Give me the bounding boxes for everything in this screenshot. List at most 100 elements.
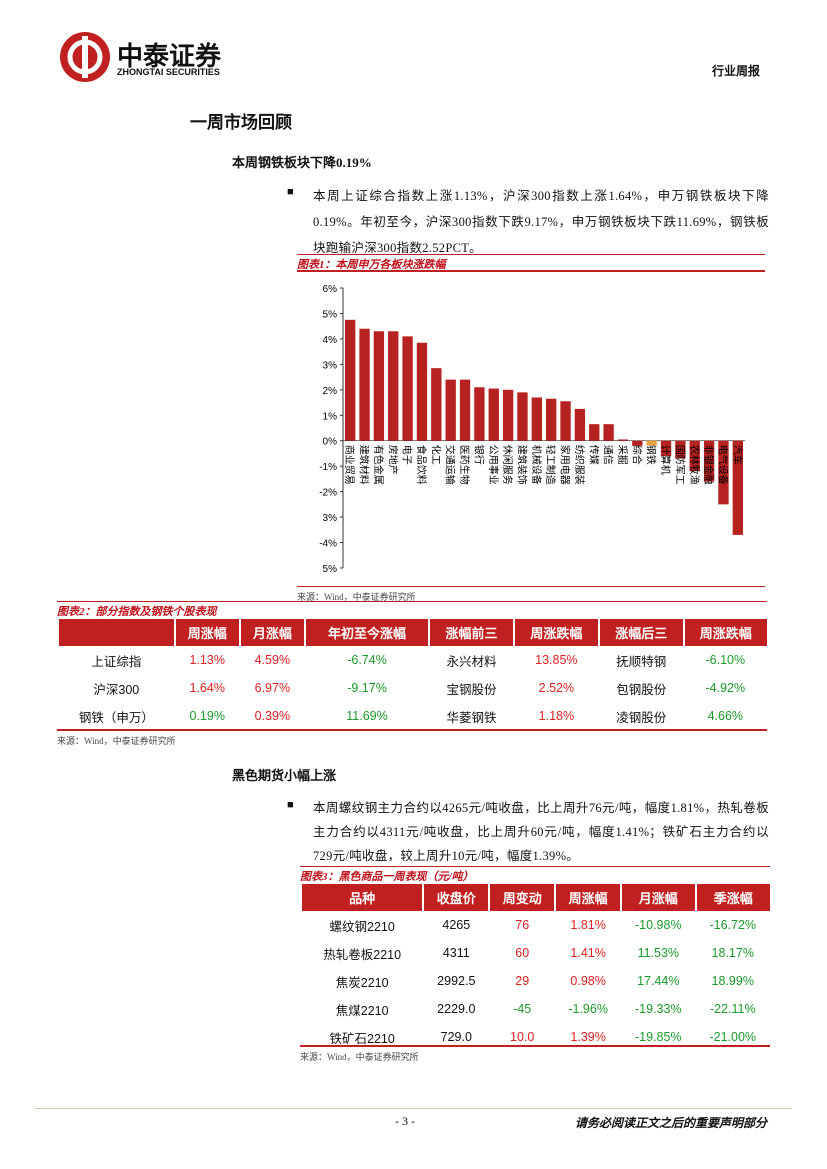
- logo: [60, 32, 110, 82]
- x-tick-label: 通信: [602, 445, 614, 465]
- cell: 焦炭2210: [335, 975, 389, 990]
- bar: [660, 440, 672, 456]
- cell: 13.85%: [535, 653, 578, 667]
- cell: -19.85%: [635, 1030, 682, 1044]
- cell: 焦煤2210: [335, 1003, 389, 1018]
- x-tick-label: 休闲服务: [501, 445, 514, 485]
- table: 周涨幅 月涨幅 年初至今涨幅 涨幅前三 周涨跌幅 涨幅后三 周涨跌幅 上证综指 1.13% 4.5…: [57, 619, 767, 730]
- cell: 钢铁（申万）: [78, 710, 154, 725]
- row: 上证综指 1.13% 4.59% -6.74% 永兴材料 13.85% 抚顺特钢 -6.10%: [58, 646, 767, 674]
- bar: [474, 387, 485, 441]
- header-cell: 周涨幅: [173, 619, 240, 646]
- footer-notice: 请务必阅读正文之后的重要声明部分: [575, 1116, 768, 1130]
- header-cell: 品种: [299, 884, 424, 911]
- row: 焦煤2210 2229.0 -45 -1.96% -19.33% -22.11%: [301, 995, 770, 1023]
- bar: [388, 331, 399, 441]
- bar: [703, 440, 715, 482]
- x-tick-label: 房地产: [386, 445, 399, 475]
- cell: 宝钢股份: [446, 682, 497, 697]
- cell: 4.66%: [707, 709, 744, 723]
- header-cell: 周涨跌幅: [512, 619, 599, 646]
- header-row: 品种 收盘价 周变动 周涨幅 月涨幅 季涨幅: [299, 884, 770, 911]
- caption-box: 图表3：黑色商品一周表现（元/吨）: [300, 866, 770, 885]
- header-cell: 月涨幅: [238, 619, 305, 646]
- x-tick-label: 家用电器: [559, 445, 572, 485]
- x-tick-label: 有色金属: [372, 445, 385, 485]
- cell: 29: [515, 974, 530, 988]
- cell: 包钢股份: [616, 682, 667, 697]
- cell: 11.53%: [637, 946, 680, 960]
- caption-box: 图表2：部分指数及钢铁个股表现: [57, 601, 767, 620]
- x-tick-label: 银行: [472, 445, 485, 465]
- bar: [359, 328, 370, 441]
- section-title: 一周市场回顾: [190, 113, 292, 132]
- cell: -10.98%: [635, 918, 682, 932]
- bar: [675, 440, 686, 459]
- y-tick-label: 3%: [323, 513, 338, 524]
- y-tick-label: 5%: [323, 309, 338, 320]
- cell: 上证综指: [91, 654, 142, 669]
- cell: 60: [515, 946, 530, 960]
- bar: [402, 336, 413, 441]
- source: 来源：Wind，中泰证券研究所: [297, 592, 416, 602]
- cell: 1.41%: [570, 946, 606, 960]
- heading: 黑色期货小幅上涨: [232, 768, 337, 783]
- y-tick-label: 0%: [323, 437, 338, 448]
- cell: -45: [513, 1002, 532, 1016]
- footer-line: [35, 1108, 792, 1109]
- x-tick-label: 机械设备: [530, 445, 543, 485]
- bar: [718, 440, 729, 505]
- cell: 6.97%: [254, 681, 291, 695]
- x-tick-label: 非银金融: [702, 445, 715, 485]
- cell: -22.11%: [709, 1002, 756, 1016]
- header-cell: 周涨跌幅: [682, 619, 767, 646]
- bar: [459, 379, 471, 441]
- cell: 铁矿石2210: [329, 1031, 395, 1046]
- row: 钢铁（申万） 0.19% 0.39% 11.69% 华菱钢铁 1.18% 凌钢股份 4.66%: [58, 702, 767, 730]
- cell: 10.0: [510, 1030, 535, 1044]
- cell: -16.72%: [709, 918, 757, 932]
- row: 焦炭2210 2992.5 29 0.98% 17.44% 18.99%: [301, 967, 770, 995]
- figure-caption: 图表1：本周申万各板块涨跌幅: [297, 259, 446, 271]
- table-caption: 图表2：部分指数及钢铁个股表现: [57, 606, 217, 618]
- bar: [603, 424, 614, 441]
- bar: [646, 440, 657, 446]
- header-row: 周涨幅 月涨幅 年初至今涨幅 涨幅前三 周涨跌幅 涨幅后三 周涨跌幅: [57, 619, 767, 646]
- bar: [373, 331, 385, 441]
- bar: [445, 379, 456, 441]
- cell: 沪深300: [93, 682, 140, 697]
- table: 品种 收盘价 周变动 周涨幅 月涨幅 季涨幅 螺纹钢2210 4265 76 1.81% -10.9…: [299, 884, 770, 1051]
- y-tick-label: 1%: [323, 411, 338, 422]
- cell: 18.99%: [711, 974, 754, 988]
- caption-box: 图表1：本周申万各板块涨跌幅: [297, 254, 765, 272]
- x-tick-label: 建筑材料: [358, 445, 371, 485]
- y-tick-label: 2%: [323, 386, 338, 397]
- x-tick-label: 综合: [630, 445, 643, 465]
- cell: -1.96%: [568, 1002, 608, 1016]
- header-cell: 季涨幅: [694, 884, 770, 911]
- cell: 0.19%: [189, 709, 225, 723]
- cell: 18.17%: [711, 946, 754, 960]
- y-tick-label: 3%: [323, 360, 338, 371]
- bar: [732, 440, 743, 535]
- y-tick-label: -4%: [319, 539, 337, 550]
- row: 热轧卷板2210 4311 60 1.41% 11.53% 18.17%: [301, 939, 770, 967]
- x-tick-label: 传媒: [587, 445, 599, 465]
- row: 螺纹钢2210 4265 76 1.81% -10.98% -16.72%: [301, 911, 770, 939]
- table-caption: 图表3：黑色商品一周表现（元/吨）: [300, 871, 474, 883]
- bar: [517, 392, 528, 441]
- y-tick-label: -2%: [319, 488, 337, 499]
- x-tick-label: 电气设备: [716, 445, 729, 485]
- heading: 本周钢铁板块下降0.19%: [232, 155, 372, 170]
- source-line: 来源：Wind，中泰证券研究所: [297, 586, 765, 605]
- source-line: 来源：Wind，中泰证券研究所: [57, 729, 767, 749]
- row: 铁矿石2210 729.0 10.0 1.39% -19.85% -21.00%: [301, 1023, 770, 1051]
- cell: 永兴材料: [446, 654, 497, 669]
- cell: -19.33%: [635, 1002, 682, 1016]
- cell: 2.52%: [538, 681, 575, 695]
- brand-en: ZHONGTAI SECURITIES: [117, 67, 220, 77]
- bar: [488, 388, 499, 441]
- cell: -6.10%: [705, 653, 746, 667]
- cell: 抚顺特钢: [616, 654, 667, 669]
- header-cell: 年初至今涨幅: [303, 619, 430, 646]
